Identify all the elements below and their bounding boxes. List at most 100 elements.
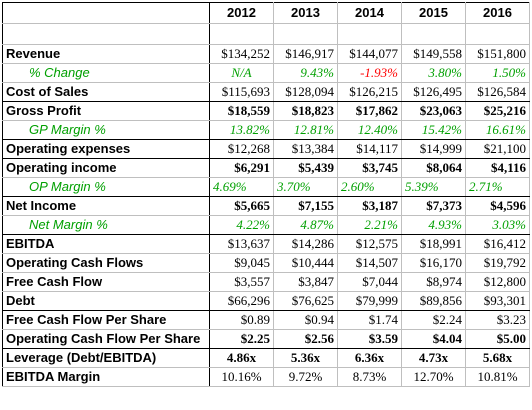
value-cell: $4,116 [465,158,530,178]
value-cell: $25,216 [465,101,530,121]
value-cell: 12.70% [401,367,466,387]
value-cell: 2.21% [337,215,402,235]
row-cost-of-sales: Cost of Sales $115,693 $128,094 $126,215… [2,82,530,102]
value-cell: $5.00 [465,329,530,349]
value-cell: 4.69% [209,177,274,197]
row-label: Debt [2,291,210,311]
value-cell: $18,559 [209,101,274,121]
year-header: 2015 [401,2,466,24]
value-cell: $66,296 [209,291,274,311]
row-ocf-per-share: Operating Cash Flow Per Share $2.25 $2.5… [2,329,530,349]
row-label: Operating Cash Flow Per Share [2,329,210,349]
value-cell: $3,557 [209,272,274,292]
row-revenue: Revenue $134,252 $146,917 $144,077 $149,… [2,44,530,64]
row-label: Operating income [2,158,210,178]
value-cell: $18,823 [273,101,338,121]
value-cell: $1.74 [337,310,402,330]
value-cell: $0.94 [273,310,338,330]
spacer-cell [401,23,466,45]
value-cell: $2.56 [273,329,338,349]
value-cell: 8.73% [337,367,402,387]
row-label: Operating Cash Flows [2,253,210,273]
row-fcf-per-share: Free Cash Flow Per Share $0.89 $0.94 $1.… [2,310,530,330]
value-cell: 1.50% [465,63,530,83]
value-cell: $3,187 [337,196,402,216]
value-cell: 12.40% [337,120,402,140]
value-cell: $126,584 [465,82,530,102]
value-cell: 9.43% [273,63,338,83]
value-cell: $13,384 [273,139,338,159]
value-cell: $7,155 [273,196,338,216]
value-cell: $13,637 [209,234,274,254]
value-cell: 10.81% [465,367,530,387]
value-cell: $8,064 [401,158,466,178]
row-gp-margin: GP Margin % 13.82% 12.81% 12.40% 15.42% … [2,120,530,140]
value-cell: $144,077 [337,44,402,64]
value-cell: 4.93% [401,215,466,235]
row-label: Gross Profit [2,101,210,121]
value-cell: $17,862 [337,101,402,121]
row-net-margin: Net Margin % 4.22% 4.87% 2.21% 4.93% 3.0… [2,215,530,235]
value-cell: 15.42% [401,120,466,140]
value-cell: 16.61% [465,120,530,140]
row-free-cash-flow: Free Cash Flow $3,557 $3,847 $7,044 $8,9… [2,272,530,292]
value-cell: 4.86x [209,348,274,368]
row-debt: Debt $66,296 $76,625 $79,999 $89,856 $93… [2,291,530,311]
row-label: Cost of Sales [2,82,210,102]
value-cell: 9.72% [273,367,338,387]
row-label: EBITDA [2,234,210,254]
value-cell: $149,558 [401,44,466,64]
value-cell: 4.73x [401,348,466,368]
value-cell: $23,063 [401,101,466,121]
value-cell: $8,974 [401,272,466,292]
header-row: 2012 2013 2014 2015 2016 [2,2,530,24]
row-label: Leverage (Debt/EBITDA) [2,348,210,368]
value-cell: $10,444 [273,253,338,273]
value-cell: 10.16% [209,367,274,387]
value-cell: $2.24 [401,310,466,330]
value-cell: 3.80% [401,63,466,83]
value-cell: $79,999 [337,291,402,311]
value-cell: $21,100 [465,139,530,159]
value-cell: $89,856 [401,291,466,311]
row-ebitda-margin: EBITDA Margin 10.16% 9.72% 8.73% 12.70% … [2,367,530,387]
row-label: Revenue [2,44,210,64]
year-header: 2016 [465,2,530,24]
row-label: OP Margin % [2,177,210,197]
value-cell: $9,045 [209,253,274,273]
value-cell: 4.22% [209,215,274,235]
value-cell: $6,291 [209,158,274,178]
value-cell: $12,800 [465,272,530,292]
value-cell: $126,215 [337,82,402,102]
value-cell: $12,268 [209,139,274,159]
value-cell: $4,596 [465,196,530,216]
value-cell: $3,847 [273,272,338,292]
spacer-cell [209,23,274,45]
value-cell: $16,412 [465,234,530,254]
value-cell: 3.03% [465,215,530,235]
value-cell: $2.25 [209,329,274,349]
value-cell: $18,991 [401,234,466,254]
year-header: 2012 [209,2,274,24]
row-net-income: Net Income $5,665 $7,155 $3,187 $7,373 $… [2,196,530,216]
value-cell: 6.36x [337,348,402,368]
spacer-row [2,23,530,45]
value-cell: 2.60% [337,177,402,197]
corner-cell [2,2,210,24]
value-cell: $14,507 [337,253,402,273]
year-header: 2014 [337,2,402,24]
row-label: Free Cash Flow [2,272,210,292]
row-operating-cash-flows: Operating Cash Flows $9,045 $10,444 $14,… [2,253,530,273]
spacer-cell [2,23,210,45]
value-cell: $151,800 [465,44,530,64]
value-cell: $16,170 [401,253,466,273]
spacer-cell [465,23,530,45]
row-ebitda: EBITDA $13,637 $14,286 $12,575 $18,991 $… [2,234,530,254]
row-label: Net Income [2,196,210,216]
value-cell: $3,745 [337,158,402,178]
value-cell: $76,625 [273,291,338,311]
row-label: % Change [2,63,210,83]
value-cell: $126,495 [401,82,466,102]
value-cell: $5,665 [209,196,274,216]
row-label: EBITDA Margin [2,367,210,387]
